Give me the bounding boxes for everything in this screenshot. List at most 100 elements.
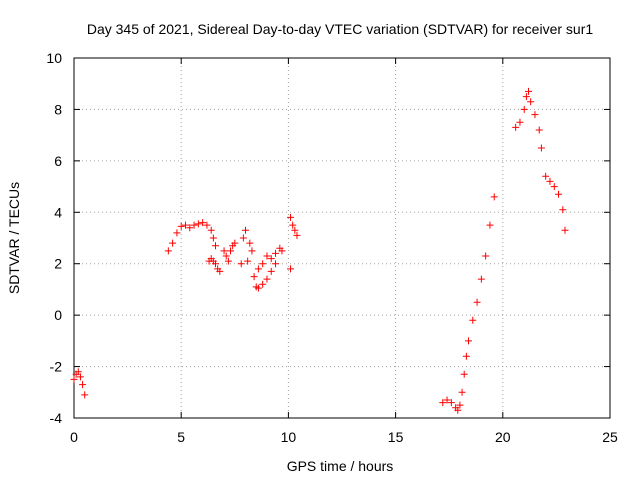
data-point — [212, 260, 220, 268]
data-point — [443, 396, 451, 404]
data-point — [248, 247, 256, 255]
data-point — [542, 172, 550, 180]
data-point — [169, 239, 177, 247]
x-tick-label: 15 — [388, 429, 404, 445]
axis-ticks: 0 5 10 15 20 25 -4 -2 0 2 4 6 8 10 — [46, 50, 618, 445]
data-point — [456, 401, 464, 409]
data-point — [244, 257, 252, 265]
y-tick-label: 0 — [54, 307, 62, 323]
data-point — [239, 234, 247, 242]
plot-frame — [73, 57, 611, 419]
data-point — [525, 87, 533, 95]
data-point — [458, 388, 466, 396]
data-point — [272, 260, 280, 268]
data-point — [254, 265, 262, 273]
data-point — [460, 370, 468, 378]
data-point — [220, 247, 228, 255]
chart-title: Day 345 of 2021, Sidereal Day-to-day VTE… — [87, 21, 593, 37]
data-point — [464, 337, 472, 345]
data-point — [212, 242, 220, 250]
data-point — [237, 260, 245, 268]
y-tick-label: -2 — [50, 359, 63, 375]
data-point — [250, 273, 258, 281]
data-point — [203, 221, 211, 229]
data-point — [194, 220, 202, 228]
x-tick-label: 5 — [177, 429, 185, 445]
x-tick-label: 25 — [602, 429, 618, 445]
data-point — [173, 229, 181, 237]
data-point — [291, 226, 299, 234]
data-point — [516, 118, 524, 126]
y-tick-label: 4 — [54, 204, 62, 220]
data-point — [527, 98, 535, 106]
data-point — [259, 280, 267, 288]
x-axis-label: GPS time / hours — [287, 458, 394, 474]
data-points — [70, 87, 569, 414]
y-tick-label: 10 — [46, 50, 62, 66]
data-point — [531, 111, 539, 119]
data-point — [181, 221, 189, 229]
x-tick-label: 20 — [495, 429, 511, 445]
x-tick-label: 0 — [70, 429, 78, 445]
data-point — [74, 368, 82, 376]
data-point — [559, 206, 567, 214]
data-point — [263, 252, 271, 260]
data-point — [546, 177, 554, 185]
grid — [74, 58, 610, 418]
data-point — [227, 247, 235, 255]
data-point — [512, 123, 520, 131]
data-point — [267, 255, 275, 263]
data-point — [209, 234, 217, 242]
x-tick-label: 10 — [281, 429, 297, 445]
data-point — [477, 275, 485, 283]
data-point — [81, 391, 89, 399]
y-tick-label: 2 — [54, 256, 62, 272]
data-point — [207, 226, 215, 234]
data-point — [222, 252, 230, 260]
data-point — [482, 252, 490, 260]
y-tick-label: -4 — [50, 410, 63, 426]
data-point — [520, 105, 528, 113]
data-point — [224, 257, 232, 265]
data-point — [216, 267, 224, 275]
data-point — [263, 275, 271, 283]
data-point — [561, 226, 569, 234]
data-point — [447, 399, 455, 407]
data-point — [259, 260, 267, 268]
data-point — [293, 231, 301, 239]
data-point — [535, 126, 543, 134]
data-point — [490, 193, 498, 201]
data-point — [486, 221, 494, 229]
data-point — [272, 249, 280, 257]
y-axis-label: SDTVAR / TECUs — [6, 182, 22, 294]
data-point — [190, 221, 198, 229]
data-point — [254, 284, 262, 292]
y-tick-label: 6 — [54, 153, 62, 169]
data-point — [454, 406, 462, 414]
data-point — [287, 265, 295, 273]
data-point — [278, 247, 286, 255]
y-tick-label: 8 — [54, 101, 62, 117]
data-point — [79, 381, 87, 389]
data-point — [555, 190, 563, 198]
data-point — [550, 183, 558, 191]
data-point — [199, 219, 207, 227]
data-point — [242, 226, 250, 234]
data-point — [164, 247, 172, 255]
data-point — [177, 222, 185, 230]
data-point — [439, 399, 447, 407]
data-point — [537, 144, 545, 152]
data-point — [287, 213, 295, 221]
data-point — [267, 267, 275, 275]
data-point — [473, 298, 481, 306]
data-point — [462, 352, 470, 360]
data-point — [522, 93, 530, 101]
data-point — [231, 239, 239, 247]
data-point — [289, 221, 297, 229]
data-point — [469, 316, 477, 324]
data-point — [70, 375, 78, 383]
data-point — [76, 373, 84, 381]
data-point — [186, 224, 194, 232]
data-point — [246, 239, 254, 247]
